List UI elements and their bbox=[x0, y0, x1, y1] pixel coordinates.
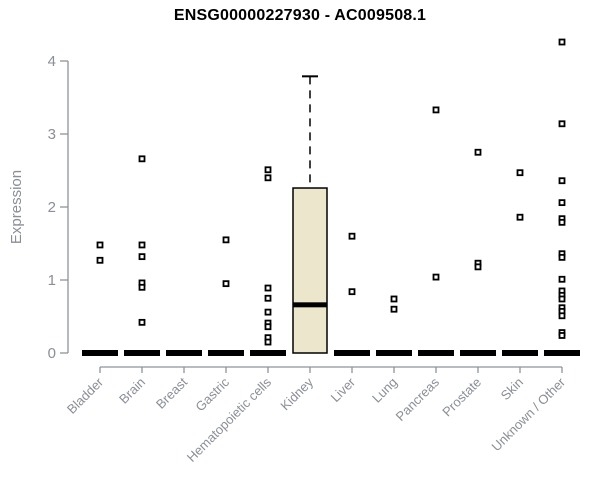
outlier-point bbox=[222, 236, 230, 244]
outlier-point bbox=[264, 323, 272, 331]
y-tick-label: 4 bbox=[48, 53, 56, 70]
outlier-point bbox=[390, 295, 398, 303]
zero-median-bar bbox=[82, 350, 118, 356]
outlier-point bbox=[348, 288, 356, 296]
outlier-point bbox=[432, 273, 440, 281]
outlier-point bbox=[264, 308, 272, 316]
outlier-point bbox=[558, 199, 566, 207]
chart-title: ENSG00000227930 - AC009508.1 bbox=[173, 7, 427, 24]
box-median bbox=[293, 302, 327, 308]
category-label: Breast bbox=[153, 374, 190, 411]
outlier-point bbox=[264, 294, 272, 302]
outlier-point bbox=[558, 177, 566, 185]
category-label: Kidney bbox=[277, 374, 316, 413]
zero-median-bar bbox=[250, 350, 286, 356]
y-tick-label: 0 bbox=[48, 345, 56, 362]
outlier-point bbox=[558, 312, 566, 320]
outlier-point bbox=[138, 283, 146, 291]
outlier-point bbox=[138, 155, 146, 163]
outlier-point bbox=[390, 305, 398, 313]
outlier-point bbox=[558, 120, 566, 128]
box bbox=[292, 187, 328, 354]
zero-median-bar bbox=[460, 350, 496, 356]
zero-median-bar bbox=[376, 350, 412, 356]
zero-median-bar bbox=[334, 350, 370, 356]
outlier-point bbox=[558, 275, 566, 283]
y-tick-label: 1 bbox=[48, 272, 56, 289]
zero-median-bar bbox=[124, 350, 160, 356]
outlier-point bbox=[516, 213, 524, 221]
outlier-point bbox=[138, 318, 146, 326]
outlier-point bbox=[138, 253, 146, 261]
outlier-point bbox=[96, 241, 104, 249]
y-tick-label: 3 bbox=[48, 126, 56, 143]
category-label: Gastric bbox=[192, 374, 232, 414]
category-label: Pancreas bbox=[393, 374, 443, 424]
outlier-point bbox=[474, 263, 482, 271]
category-label: Liver bbox=[328, 374, 359, 405]
category-label: Bladder bbox=[64, 374, 107, 417]
category-label: Lung bbox=[369, 375, 400, 406]
outlier-point bbox=[264, 338, 272, 346]
category-label: Unknown / Other bbox=[489, 374, 569, 454]
outlier-point bbox=[264, 284, 272, 292]
outlier-point bbox=[432, 106, 440, 114]
category-label: Skin bbox=[498, 375, 526, 403]
category-label: Brain bbox=[116, 375, 148, 407]
outlier-point bbox=[558, 218, 566, 226]
outlier-point bbox=[96, 256, 104, 264]
outlier-point bbox=[558, 332, 566, 339]
outlier-point bbox=[516, 169, 524, 177]
zero-median-bar bbox=[544, 350, 580, 356]
outlier-point bbox=[474, 148, 482, 156]
y-tick-label: 2 bbox=[48, 199, 56, 216]
outlier-point bbox=[264, 174, 272, 182]
outlier-point bbox=[558, 253, 566, 261]
outlier-point bbox=[558, 38, 566, 46]
zero-median-bar bbox=[418, 350, 454, 356]
outlier-point bbox=[264, 166, 272, 174]
zero-median-bar bbox=[502, 350, 538, 356]
zero-median-bar bbox=[208, 350, 244, 356]
zero-median-bar bbox=[166, 350, 202, 356]
outlier-point bbox=[348, 232, 356, 240]
outlier-point bbox=[222, 280, 230, 288]
outlier-point bbox=[558, 295, 566, 303]
category-label: Prostate bbox=[439, 375, 484, 420]
outlier-point bbox=[138, 241, 146, 249]
